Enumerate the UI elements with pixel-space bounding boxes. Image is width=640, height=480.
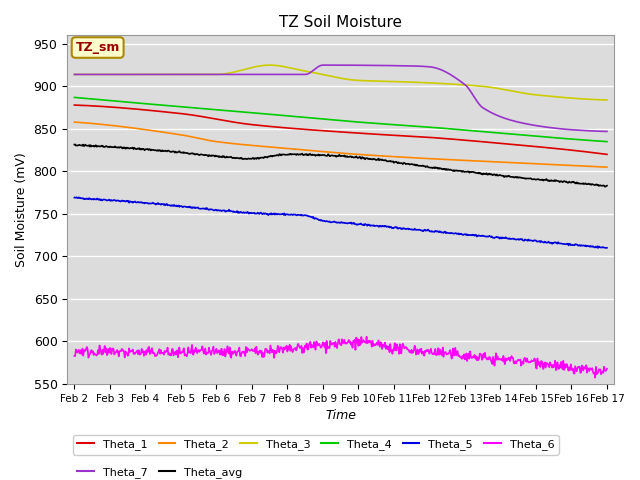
Theta_6	[211, 351, 218, 357]
Theta_avg	[602, 184, 609, 190]
Theta_5	[603, 245, 611, 251]
Theta_5	[211, 207, 219, 213]
Theta_3	[188, 72, 195, 77]
Theta_6	[437, 348, 445, 354]
Line: Theta_3: Theta_3	[74, 65, 607, 100]
X-axis label: Time: Time	[325, 409, 356, 422]
Theta_2	[384, 154, 392, 159]
Theta_7	[188, 72, 195, 77]
Theta_avg	[333, 153, 341, 159]
Theta_4	[603, 139, 611, 144]
Theta_4	[332, 118, 340, 123]
Theta_6	[70, 353, 78, 359]
Theta_avg	[555, 178, 563, 184]
Theta_5	[385, 224, 392, 229]
Theta_1	[70, 102, 78, 108]
Legend: Theta_7, Theta_avg: Theta_7, Theta_avg	[73, 463, 247, 480]
Theta_avg	[437, 166, 445, 171]
Theta_2	[603, 164, 611, 170]
Line: Theta_5: Theta_5	[74, 197, 607, 248]
Theta_7	[70, 72, 78, 77]
Theta_6	[332, 342, 340, 348]
Theta_5	[70, 195, 78, 201]
Theta_6	[591, 375, 599, 381]
Theta_7	[555, 126, 563, 132]
Theta_7	[333, 62, 341, 68]
Theta_7	[603, 129, 611, 134]
Theta_avg	[188, 151, 196, 156]
Theta_1	[436, 135, 444, 141]
Theta_2	[554, 162, 562, 168]
Theta_avg	[385, 158, 392, 164]
Theta_7	[437, 67, 445, 73]
Theta_2	[188, 134, 195, 140]
Theta_1	[332, 129, 340, 134]
Line: Theta_7: Theta_7	[74, 65, 607, 132]
Theta_6	[555, 366, 563, 372]
Theta_avg	[211, 154, 219, 159]
Theta_2	[70, 119, 78, 125]
Theta_6	[603, 366, 611, 372]
Theta_1	[384, 132, 392, 138]
Line: Theta_avg: Theta_avg	[74, 144, 607, 187]
Line: Theta_6: Theta_6	[74, 337, 607, 378]
Line: Theta_4: Theta_4	[74, 97, 607, 142]
Theta_5	[73, 194, 81, 200]
Theta_5	[188, 204, 196, 210]
Theta_5	[555, 240, 563, 246]
Theta_7	[319, 62, 327, 68]
Theta_1	[188, 112, 195, 118]
Theta_1	[554, 146, 562, 152]
Theta_3	[211, 72, 218, 77]
Theta_3	[555, 94, 563, 100]
Theta_avg	[70, 142, 78, 147]
Theta_7	[385, 63, 392, 69]
Theta_5	[595, 245, 602, 251]
Text: TZ_sm: TZ_sm	[76, 41, 120, 54]
Theta_3	[266, 62, 273, 68]
Theta_1	[603, 152, 611, 157]
Line: Theta_1: Theta_1	[74, 105, 607, 155]
Theta_3	[333, 75, 341, 81]
Theta_7	[211, 72, 218, 77]
Theta_4	[70, 95, 78, 100]
Theta_6	[385, 347, 392, 352]
Theta_6	[188, 347, 195, 352]
Theta_3	[603, 97, 611, 103]
Y-axis label: Soil Moisture (mV): Soil Moisture (mV)	[15, 152, 28, 267]
Theta_1	[211, 116, 218, 121]
Theta_5	[437, 229, 445, 235]
Theta_3	[70, 72, 78, 77]
Theta_2	[436, 156, 444, 162]
Theta_4	[188, 105, 195, 110]
Line: Theta_2: Theta_2	[74, 122, 607, 167]
Theta_avg	[71, 142, 79, 147]
Title: TZ Soil Moisture: TZ Soil Moisture	[279, 15, 402, 30]
Theta_2	[332, 150, 340, 156]
Theta_4	[211, 107, 218, 112]
Theta_3	[437, 81, 445, 86]
Theta_avg	[603, 183, 611, 189]
Theta_3	[385, 79, 392, 84]
Theta_4	[436, 125, 444, 131]
Theta_4	[384, 121, 392, 127]
Theta_5	[333, 220, 341, 226]
Theta_6	[363, 334, 371, 340]
Theta_4	[554, 135, 562, 141]
Theta_2	[211, 138, 218, 144]
